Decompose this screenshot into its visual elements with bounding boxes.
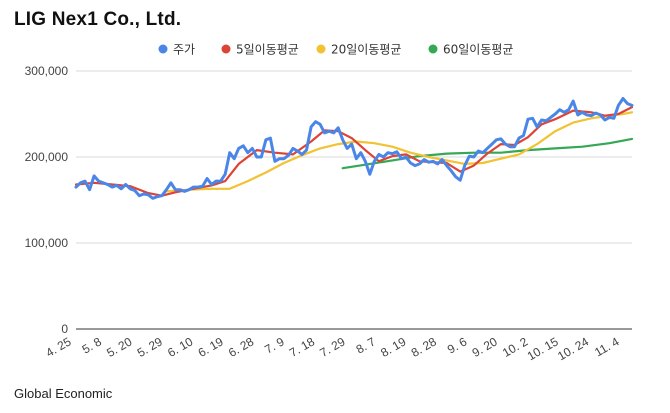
x-tick-label: 5. 20: [104, 334, 134, 360]
x-tick-label: 6. 10: [165, 334, 195, 360]
legend-marker: [221, 44, 231, 54]
x-tick-label: 10. 24: [555, 334, 591, 363]
legend-label: 5일이동평균: [236, 43, 299, 57]
chart-title: LIG Nex1 Co., Ltd.: [14, 9, 182, 30]
x-tick-label: 6. 19: [196, 334, 226, 360]
x-tick-label: 8. 19: [378, 334, 408, 360]
x-tick-label: 11. 4: [592, 334, 622, 359]
x-tick-label: 8. 7: [354, 334, 379, 356]
legend-label: 60일이동평균: [443, 43, 513, 57]
series-line-1: [74, 106, 634, 197]
x-tick-label: 7. 18: [287, 334, 317, 360]
x-tick-label: 9. 6: [445, 334, 470, 356]
legend-marker: [158, 44, 168, 54]
source-label: Global Economic: [14, 386, 113, 401]
y-tick-label: 100,000: [25, 236, 69, 250]
x-tick-label: 8. 28: [409, 334, 439, 360]
series-lines: [74, 97, 634, 200]
x-tick-label: 5. 29: [135, 334, 165, 360]
legend-label: 주가: [173, 43, 195, 57]
x-tick-label: 10. 15: [525, 334, 561, 363]
y-tick-label: 300,000: [25, 64, 69, 78]
y-tick-label: 0: [61, 322, 68, 336]
x-tick-label: 7. 29: [317, 334, 347, 360]
legend: 주가 5일이동평균 20일이동평균 60일이동평균: [158, 43, 513, 57]
x-axis-ticks: 4. 25 5. 8 5. 20 5. 29 6. 10 6. 19 6. 28 7. 9 7.…: [43, 334, 621, 363]
legend-marker: [428, 44, 438, 54]
gridlines: [76, 70, 632, 330]
x-tick-label: 10. 2: [500, 334, 530, 360]
x-tick-label: 4. 25: [43, 334, 73, 360]
series-line-2: [165, 111, 634, 193]
x-tick-label: 5. 8: [80, 334, 105, 356]
x-tick-label: 7. 9: [262, 334, 287, 356]
legend-marker: [316, 44, 326, 54]
y-axis-ticks: 0 100,000 200,000 300,000: [25, 64, 69, 336]
x-tick-label: 9. 20: [470, 334, 500, 360]
series-line-0: [74, 97, 634, 200]
legend-label: 20일이동평균: [331, 43, 401, 57]
x-tick-label: 6. 28: [226, 334, 256, 360]
y-tick-label: 200,000: [25, 150, 69, 164]
